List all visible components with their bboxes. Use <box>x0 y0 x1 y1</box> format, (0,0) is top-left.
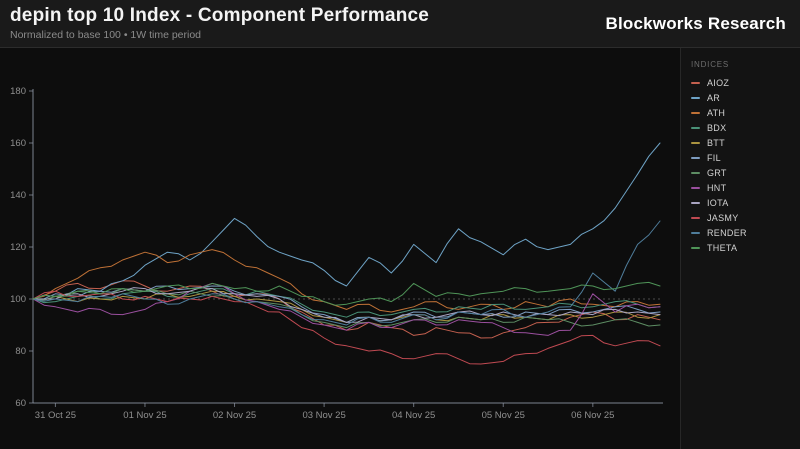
legend-item-label: GRT <box>707 168 727 178</box>
legend-swatch <box>691 157 700 159</box>
brand-wordmark: Blockworks Research <box>605 13 786 33</box>
x-axis-label: 05 Nov 25 <box>482 410 525 421</box>
legend-swatch <box>691 82 700 84</box>
y-axis-label: 60 <box>15 398 26 409</box>
y-axis-label: 120 <box>10 242 26 253</box>
legend-item-label: RENDER <box>707 228 747 238</box>
legend-item-label: BDX <box>707 123 727 133</box>
x-axis-label: 01 Nov 25 <box>123 410 166 421</box>
y-axis-label: 100 <box>10 294 26 305</box>
legend-swatch <box>691 112 700 114</box>
series-line-render <box>32 220 661 326</box>
legend-item-render[interactable]: RENDER <box>691 228 794 238</box>
series-line-jasmy <box>32 290 661 365</box>
chart-content: 60 80 100 120 140 160 180 31 Oct 25 01 Nov 25 02 … <box>0 48 800 449</box>
series-line-ath <box>32 249 661 313</box>
legend-item-ath[interactable]: ATH <box>691 108 794 118</box>
y-axis-label: 180 <box>10 86 26 97</box>
legend-item-label: FIL <box>707 153 721 163</box>
legend-swatch <box>691 97 700 99</box>
series-line-ar <box>32 142 661 300</box>
legend-item-ar[interactable]: AR <box>691 93 794 103</box>
chart-header: depin top 10 Index - Component Performan… <box>0 0 800 48</box>
legend-swatch <box>691 232 700 234</box>
line-chart[interactable]: 60 80 100 120 140 160 180 31 Oct 25 01 Nov 25 02 … <box>0 48 680 449</box>
y-axis-label: 140 <box>10 190 26 201</box>
x-axis-label: 31 Oct 25 <box>35 410 76 421</box>
x-axis-label: 04 Nov 25 <box>392 410 435 421</box>
legend-panel: INDICES AIOZ AR ATH BDX BTT FIL GRT HNT IOTA JASM… <box>680 48 800 449</box>
series-line-hnt <box>32 282 661 336</box>
chart-subtitle: Normalized to base 100 • 1W time period <box>10 29 202 42</box>
title-block: depin top 10 Index - Component Performan… <box>10 4 430 42</box>
legend-item-hnt[interactable]: HNT <box>691 183 794 193</box>
legend-item-label: IOTA <box>707 198 729 208</box>
legend-swatch <box>691 202 700 204</box>
legend-item-label: HNT <box>707 183 727 193</box>
legend-item-label: JASMY <box>707 213 739 223</box>
legend-swatch <box>691 127 700 129</box>
legend-item-grt[interactable]: GRT <box>691 168 794 178</box>
legend-item-label: BTT <box>707 138 725 148</box>
legend-title: INDICES <box>691 60 730 69</box>
x-axis-label: 02 Nov 25 <box>213 410 256 421</box>
legend-swatch <box>691 142 700 144</box>
legend-item-fil[interactable]: FIL <box>691 153 794 163</box>
legend-swatch <box>691 247 700 249</box>
y-axis-label: 80 <box>15 346 26 357</box>
series-line-iota <box>32 287 661 323</box>
legend-swatch <box>691 172 700 174</box>
legend-item-label: THETA <box>707 243 738 253</box>
x-axis-label: 06 Nov 25 <box>571 410 614 421</box>
series-line-grt <box>32 288 661 329</box>
legend-swatch <box>691 217 700 219</box>
y-axis-label: 160 <box>10 138 26 149</box>
legend-swatch <box>691 187 700 189</box>
legend-item-jasmy[interactable]: JASMY <box>691 213 794 223</box>
legend-items: AIOZ AR ATH BDX BTT FIL GRT HNT IOTA JASMY RENDER T… <box>691 78 794 253</box>
legend-item-label: ATH <box>707 108 726 118</box>
legend-item-theta[interactable]: THETA <box>691 243 794 253</box>
chart-title: depin top 10 Index - Component Performan… <box>10 4 430 26</box>
legend-item-label: AIOZ <box>707 78 730 88</box>
plot-area[interactable]: 60 80 100 120 140 160 180 31 Oct 25 01 Nov 25 02 … <box>0 48 680 449</box>
x-axis-label: 03 Nov 25 <box>302 410 345 421</box>
legend-item-btt[interactable]: BTT <box>691 138 794 148</box>
series-line-theta <box>32 281 661 306</box>
legend-item-iota[interactable]: IOTA <box>691 198 794 208</box>
legend-item-bdx[interactable]: BDX <box>691 123 794 133</box>
legend-item-aioz[interactable]: AIOZ <box>691 78 794 88</box>
legend-item-label: AR <box>707 93 721 103</box>
